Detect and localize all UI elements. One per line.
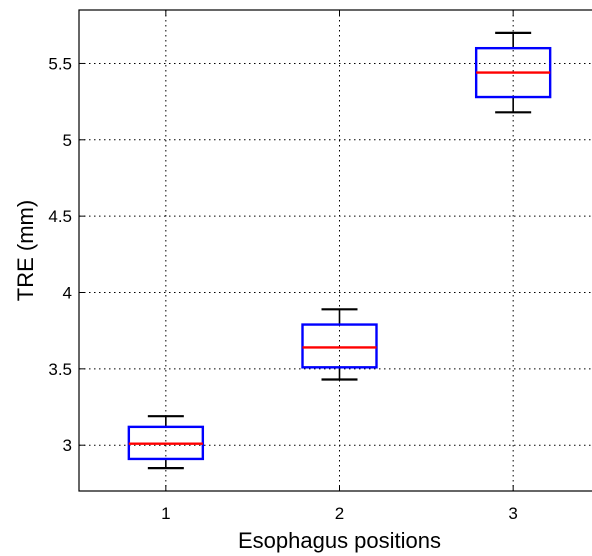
y-axis-ticks: 3 3.5 4 4.5 5 5.5 [48, 54, 85, 455]
y-tick-label: 4.5 [48, 207, 72, 226]
y-tick-label: 3.5 [48, 360, 72, 379]
x-tick-label: 1 [161, 504, 170, 523]
y-tick-label: 5 [63, 131, 72, 150]
box-3 [474, 31, 552, 114]
y-tick-label: 3 [63, 436, 72, 455]
y-tick-label: 4 [63, 283, 72, 302]
grid-lines [79, 10, 592, 491]
y-tick-label: 5.5 [48, 54, 72, 73]
boxes [127, 31, 552, 470]
box-2 [301, 308, 378, 381]
y-axis-title: TRE (mm) [13, 200, 38, 301]
x-axis-title: Esophagus positions [238, 528, 441, 553]
x-axis-ticks: 1 2 3 [161, 10, 518, 523]
box-1 [127, 415, 205, 470]
box-iqr [301, 323, 378, 369]
x-tick-label: 3 [508, 504, 517, 523]
plot-area-frame [78, 9, 592, 492]
x-tick-label: 2 [335, 504, 344, 523]
